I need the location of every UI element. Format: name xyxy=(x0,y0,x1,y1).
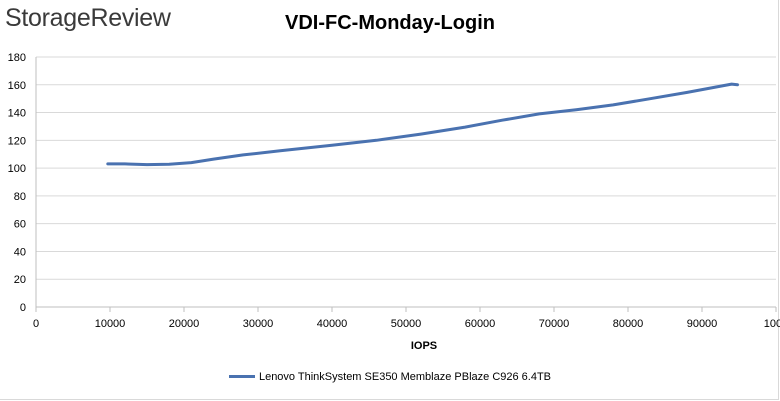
y-tick-label: 60 xyxy=(14,219,26,231)
legend-label: Lenovo ThinkSystem SE350 Memblaze PBlaze… xyxy=(258,371,552,383)
x-tick-label: 80000 xyxy=(613,318,644,330)
y-tick-label: 180 xyxy=(8,52,26,64)
y-tick-label: 20 xyxy=(14,274,26,286)
x-tick-label: 90000 xyxy=(687,318,718,330)
x-tick-label: 60000 xyxy=(465,318,496,330)
y-tick-label: 100 xyxy=(8,163,26,175)
x-tick-label: 0 xyxy=(33,318,39,330)
y-tick-label: 120 xyxy=(8,135,26,147)
storagereview-logo: StorageReview xyxy=(5,4,171,32)
x-tick-label: 1000 xyxy=(764,318,780,330)
x-tick-label: 40000 xyxy=(317,318,348,330)
y-tick-label: 0 xyxy=(20,302,26,314)
x-tick-label: 30000 xyxy=(243,318,274,330)
chart-legend: Lenovo ThinkSystem SE350 Memblaze PBlaze… xyxy=(0,371,780,383)
x-tick-label: 50000 xyxy=(391,318,422,330)
x-tick-label: 10000 xyxy=(95,318,126,330)
y-tick-label: 80 xyxy=(14,191,26,203)
series-line xyxy=(106,82,739,167)
x-tick-label: 70000 xyxy=(539,318,570,330)
y-tick-label: 140 xyxy=(8,108,26,120)
x-axis-label: IOPS xyxy=(411,340,437,352)
y-tick-label: 160 xyxy=(8,80,26,92)
chart-title: VDI-FC-Monday-Login xyxy=(285,12,495,34)
y-tick-label: 40 xyxy=(14,246,26,258)
legend-swatch xyxy=(228,374,255,378)
x-tick-label: 20000 xyxy=(169,318,200,330)
